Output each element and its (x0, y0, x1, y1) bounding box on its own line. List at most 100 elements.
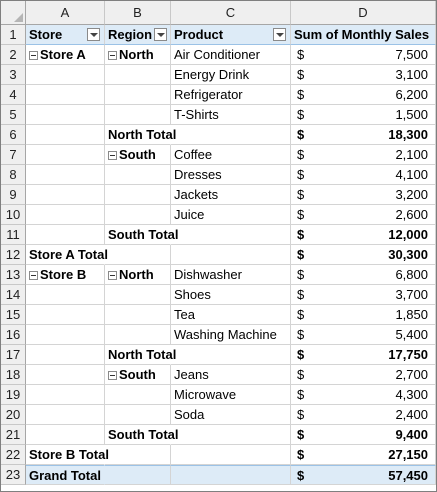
region-cell[interactable] (105, 305, 171, 325)
sales-cell[interactable]: $9,400 (291, 425, 436, 445)
store-cell[interactable]: Store A Total (26, 245, 108, 265)
region-cell[interactable] (105, 445, 171, 465)
column-header-a[interactable]: A (26, 1, 105, 25)
store-cell[interactable]: Store (26, 25, 105, 45)
region-cell[interactable]: Region (105, 25, 171, 45)
region-cell[interactable]: North Total (105, 345, 176, 365)
row-header[interactable]: 7 (1, 145, 26, 165)
row-header[interactable]: 4 (1, 85, 26, 105)
region-cell[interactable] (105, 385, 171, 405)
row-header[interactable]: 8 (1, 165, 26, 185)
region-cell[interactable] (105, 105, 171, 125)
store-cell[interactable] (26, 225, 105, 245)
row-header[interactable]: 6 (1, 125, 26, 145)
row-header[interactable]: 11 (1, 225, 26, 245)
sales-cell[interactable]: $1,500 (291, 105, 436, 125)
sales-cell[interactable]: $3,100 (291, 65, 436, 85)
row-header[interactable]: 9 (1, 185, 26, 205)
region-cell[interactable]: South (105, 365, 171, 385)
region-cell[interactable] (105, 405, 171, 425)
product-cell[interactable]: Tea (171, 305, 291, 325)
select-all-button[interactable] (1, 1, 26, 25)
product-cell[interactable]: Microwave (171, 385, 291, 405)
region-cell[interactable] (105, 85, 171, 105)
collapse-minus-icon[interactable] (29, 271, 38, 280)
row-header[interactable]: 15 (1, 305, 26, 325)
product-cell[interactable]: Air Conditioner (171, 45, 291, 65)
product-cell[interactable]: Energy Drink (171, 65, 291, 85)
region-cell[interactable]: South Total (105, 425, 179, 445)
region-cell[interactable] (105, 165, 171, 185)
filter-dropdown-icon[interactable] (154, 28, 167, 41)
sales-cell[interactable]: $2,600 (291, 205, 436, 225)
region-cell[interactable]: North Total (105, 125, 176, 145)
column-header-c[interactable]: C (171, 1, 291, 25)
product-cell[interactable] (171, 225, 291, 245)
product-cell[interactable]: T-Shirts (171, 105, 291, 125)
store-cell[interactable] (26, 325, 105, 345)
sales-cell[interactable]: $2,700 (291, 365, 436, 385)
product-cell[interactable]: Coffee (171, 145, 291, 165)
region-cell[interactable] (105, 245, 171, 265)
sales-cell[interactable]: $30,300 (291, 245, 436, 265)
store-cell[interactable] (26, 105, 105, 125)
sales-cell[interactable]: $5,400 (291, 325, 436, 345)
row-header[interactable]: 17 (1, 345, 26, 365)
product-cell[interactable]: Dresses (171, 165, 291, 185)
product-cell[interactable]: Product (171, 25, 291, 45)
collapse-minus-icon[interactable] (108, 271, 117, 280)
row-header[interactable]: 10 (1, 205, 26, 225)
row-header[interactable]: 20 (1, 405, 26, 425)
sales-cell[interactable]: $2,400 (291, 405, 436, 425)
region-cell[interactable] (105, 325, 171, 345)
region-cell[interactable] (105, 185, 171, 205)
row-header[interactable]: 3 (1, 65, 26, 85)
collapse-minus-icon[interactable] (108, 371, 117, 380)
store-cell[interactable] (26, 425, 105, 445)
store-cell[interactable] (26, 165, 105, 185)
sales-cell[interactable]: Sum of Monthly Sales (291, 25, 436, 45)
region-cell[interactable]: North (105, 45, 171, 65)
row-header[interactable]: 12 (1, 245, 26, 265)
row-header[interactable]: 1 (1, 25, 26, 45)
sales-cell[interactable]: $17,750 (291, 345, 436, 365)
row-header[interactable]: 5 (1, 105, 26, 125)
row-header[interactable]: 18 (1, 365, 26, 385)
sales-cell[interactable]: $3,200 (291, 185, 436, 205)
product-cell[interactable] (171, 465, 291, 485)
store-cell[interactable] (26, 385, 105, 405)
sales-cell[interactable]: $4,300 (291, 385, 436, 405)
product-cell[interactable] (171, 125, 291, 145)
row-header[interactable]: 22 (1, 445, 26, 465)
sales-cell[interactable]: $57,450 (291, 465, 436, 485)
product-cell[interactable] (171, 245, 291, 265)
sales-cell[interactable]: $27,150 (291, 445, 436, 465)
column-header-d[interactable]: D (291, 1, 436, 25)
store-cell[interactable] (26, 285, 105, 305)
sales-cell[interactable]: $4,100 (291, 165, 436, 185)
sales-cell[interactable]: $3,700 (291, 285, 436, 305)
collapse-minus-icon[interactable] (108, 51, 117, 60)
row-header[interactable]: 13 (1, 265, 26, 285)
filter-dropdown-icon[interactable] (87, 28, 100, 41)
store-cell[interactable] (26, 125, 105, 145)
product-cell[interactable]: Soda (171, 405, 291, 425)
sales-cell[interactable]: $12,000 (291, 225, 436, 245)
row-header[interactable]: 2 (1, 45, 26, 65)
product-cell[interactable] (171, 425, 291, 445)
store-cell[interactable]: Store B (26, 265, 105, 285)
product-cell[interactable] (171, 345, 291, 365)
region-cell[interactable] (105, 205, 171, 225)
region-cell[interactable]: North (105, 265, 171, 285)
store-cell[interactable]: Store A (26, 45, 105, 65)
region-cell[interactable] (105, 65, 171, 85)
sales-cell[interactable]: $18,300 (291, 125, 436, 145)
product-cell[interactable]: Washing Machine (171, 325, 291, 345)
region-cell[interactable] (105, 465, 171, 485)
store-cell[interactable]: Grand Total (26, 465, 105, 485)
region-cell[interactable]: South Total (105, 225, 179, 245)
product-cell[interactable] (171, 445, 291, 465)
sales-cell[interactable]: $6,200 (291, 85, 436, 105)
region-cell[interactable]: South (105, 145, 171, 165)
product-cell[interactable]: Dishwasher (171, 265, 291, 285)
